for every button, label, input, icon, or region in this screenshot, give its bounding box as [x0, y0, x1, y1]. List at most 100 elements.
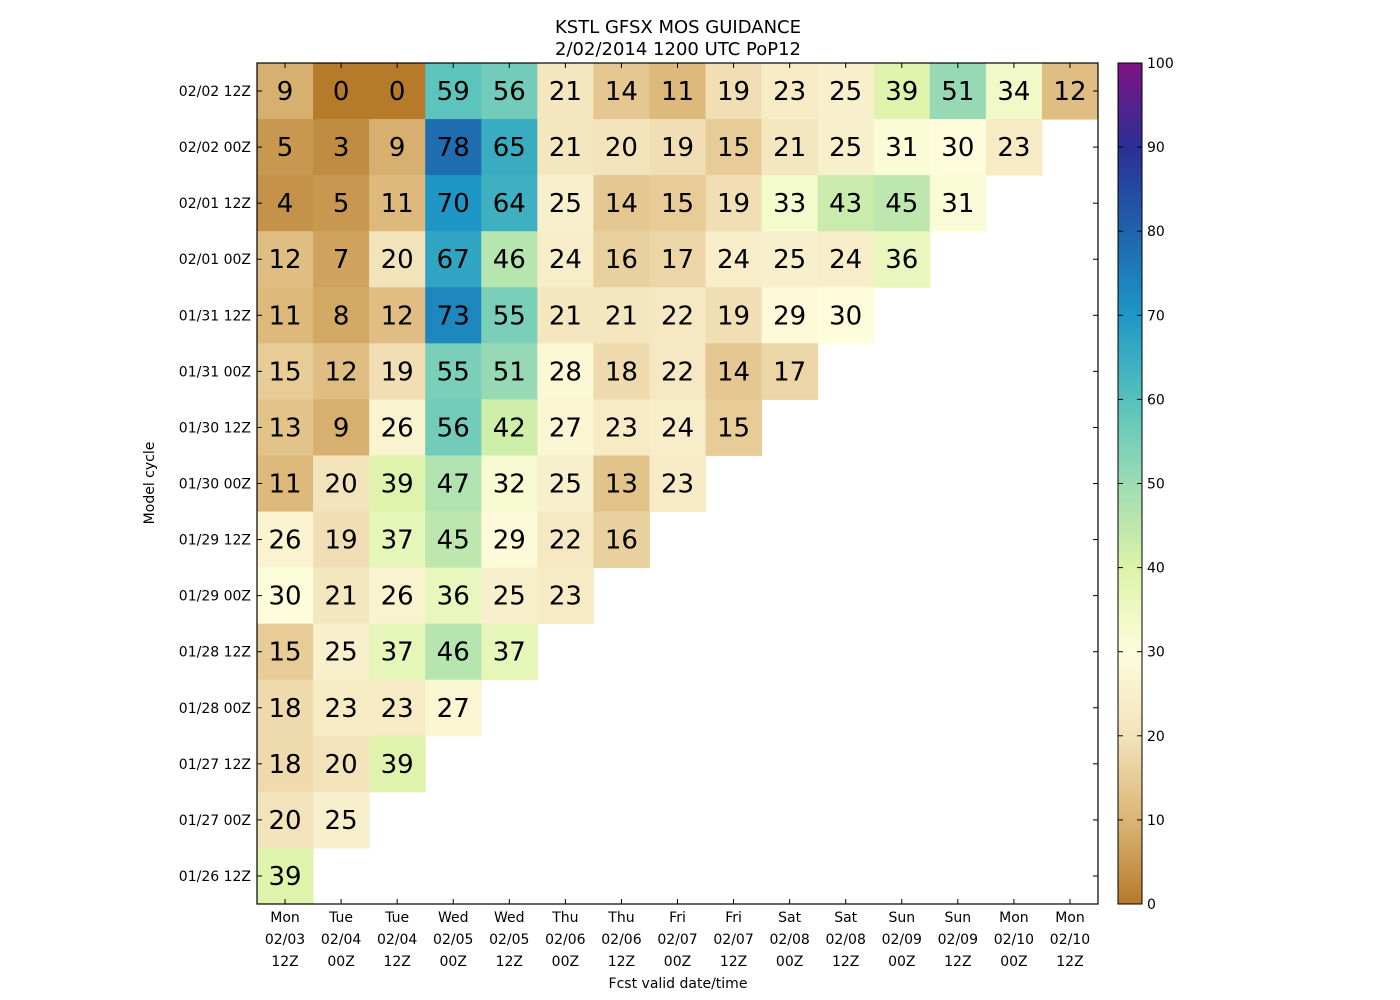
x-tick-label: 12Z [383, 954, 410, 970]
heatmap-cell [705, 287, 763, 344]
cell-value-label: 11 [268, 301, 301, 331]
heatmap-cell [761, 119, 819, 176]
heatmap-cell [425, 511, 482, 569]
heatmap-cell [537, 511, 594, 569]
cell-value-label: 26 [381, 413, 414, 443]
heatmap-cell [257, 119, 314, 176]
x-tick-label: 12Z [720, 954, 747, 970]
cell-value-label: 25 [829, 77, 862, 107]
cell-value-label: 16 [605, 526, 638, 556]
cell-value-label: 55 [493, 301, 526, 331]
x-tick-label: 02/06 [601, 932, 641, 948]
cell-value-label: 26 [381, 582, 414, 612]
x-tick-label: 02/09 [882, 932, 922, 948]
cell-value-label: 37 [381, 526, 414, 556]
heatmap-cell [257, 399, 314, 456]
heatmap-cell [649, 455, 707, 513]
heatmap-cell [481, 567, 538, 625]
cell-value-label: 24 [549, 245, 582, 275]
heatmap-cell [761, 343, 819, 400]
cell-value-label: 45 [437, 526, 470, 556]
heatmap-cell [425, 287, 482, 344]
x-tick-label: 02/04 [377, 932, 417, 948]
heatmap-cell [313, 119, 370, 176]
heatmap-cell [929, 175, 987, 232]
cell-value-label: 33 [773, 189, 806, 219]
heatmap-cell [369, 735, 426, 793]
heatmap-cell [257, 623, 314, 681]
heatmap-cell [929, 119, 987, 176]
heatmap-cell [481, 231, 538, 288]
y-tick-label: 01/29 00Z [179, 589, 251, 605]
heatmap-cell [649, 63, 707, 120]
heatmap-cell [257, 231, 314, 288]
heatmap-cell [425, 567, 482, 625]
cell-value-label: 56 [437, 413, 470, 443]
heatmap-cell [817, 63, 875, 120]
cell-value-label: 78 [437, 133, 470, 163]
cell-value-label: 9 [277, 77, 294, 107]
cell-value-label: 56 [493, 77, 526, 107]
y-tick-label: 01/31 12Z [179, 308, 251, 324]
heatmap-cell [649, 175, 707, 232]
heatmap-cell [705, 343, 763, 400]
y-tick-label: 02/01 00Z [179, 252, 251, 268]
cell-value-label: 14 [605, 77, 638, 107]
cell-value-label: 15 [661, 189, 694, 219]
heatmap-cell [313, 623, 370, 681]
cell-value-label: 21 [605, 301, 638, 331]
heatmap-cell [1041, 63, 1099, 120]
cell-value-label: 15 [268, 357, 301, 387]
heatmap-cells [257, 63, 1099, 905]
cell-value-label: 16 [605, 245, 638, 275]
heatmap-cell [481, 399, 538, 456]
x-tick-label: 12Z [496, 954, 523, 970]
heatmap-cell [369, 343, 426, 400]
x-tick-label: Fri [725, 910, 742, 926]
heatmap-cell [593, 63, 650, 120]
heatmap-cell [761, 231, 819, 288]
heatmap-cell [257, 791, 314, 849]
colorbar-tick-label: 30 [1147, 645, 1165, 661]
x-tick-label: Thu [607, 910, 634, 926]
cell-value-label: 70 [437, 189, 470, 219]
heatmap-cell [313, 287, 370, 344]
x-tick-label: Fri [669, 910, 686, 926]
heatmap-cell [369, 231, 426, 288]
x-tick-label: 02/08 [826, 932, 866, 948]
x-tick-label: 02/07 [657, 932, 697, 948]
cell-value-label: 59 [437, 77, 470, 107]
x-tick-label: 02/08 [769, 932, 809, 948]
cell-value-label: 19 [661, 133, 694, 163]
heatmap-cell [369, 679, 426, 737]
colorbar-tick-label: 100 [1147, 56, 1174, 72]
heatmap-cell [593, 343, 650, 400]
colorbar-tick-label: 60 [1147, 392, 1165, 408]
cell-value-label: 23 [773, 77, 806, 107]
heatmap-cell [369, 399, 426, 456]
x-tick-label: 00Z [327, 954, 354, 970]
heatmap-cell [649, 287, 707, 344]
cell-value-label: 22 [661, 357, 694, 387]
cell-value-label: 9 [333, 413, 350, 443]
cell-value-label: 37 [493, 638, 526, 668]
x-tick-label: 12Z [608, 954, 635, 970]
heatmap-cell [761, 63, 819, 120]
y-tick-labels: 02/02 12Z 02/02 00Z 02/01 12Z 02/01 00Z 01/3… [179, 84, 251, 885]
cell-value-label: 34 [997, 77, 1030, 107]
heatmap-cell [257, 287, 314, 344]
cell-value-label: 3 [333, 133, 350, 163]
heatmap-cell [593, 511, 650, 569]
heatmap-cell [817, 119, 875, 176]
cell-value-label: 51 [941, 77, 974, 107]
heatmap-cell [313, 399, 370, 456]
cell-value-label: 36 [885, 245, 918, 275]
heatmap-cell [313, 679, 370, 737]
heatmap-cell [313, 231, 370, 288]
cell-value-label: 15 [268, 638, 301, 668]
heatmap-cell [761, 175, 819, 232]
x-tick-label: 12Z [832, 954, 859, 970]
y-tick-label: 01/30 12Z [179, 420, 251, 436]
cell-value-label: 73 [437, 301, 470, 331]
cell-value-label: 26 [268, 526, 301, 556]
